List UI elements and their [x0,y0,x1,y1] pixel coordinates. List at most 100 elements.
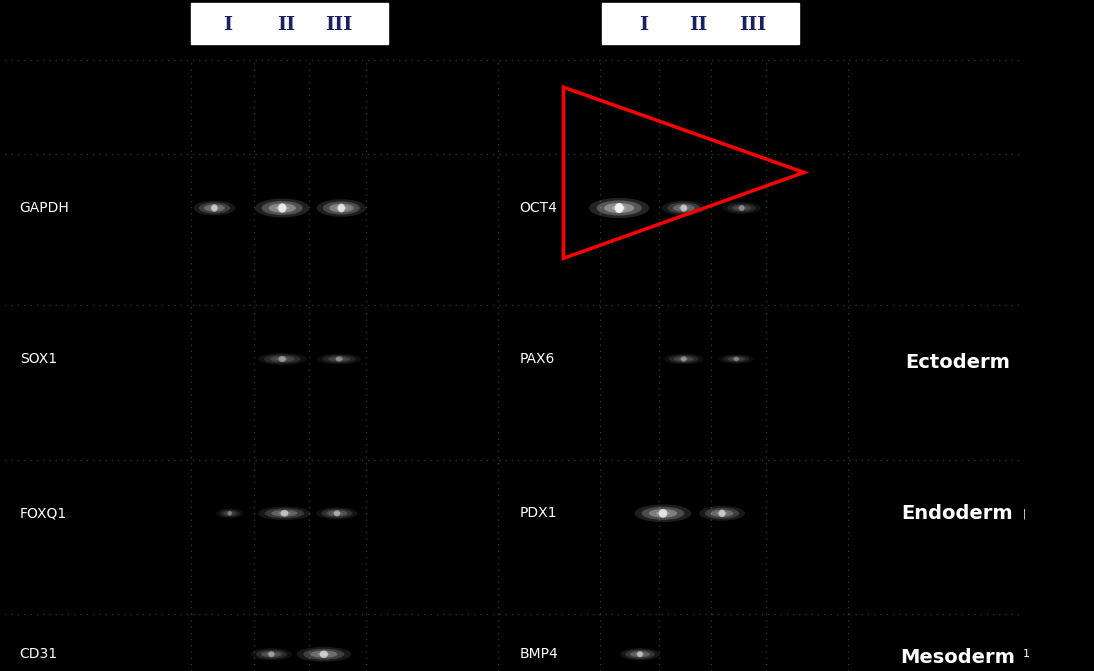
Ellipse shape [659,509,667,518]
Ellipse shape [612,205,627,211]
Text: I: I [639,16,648,34]
Ellipse shape [635,653,645,656]
Text: BMP4: BMP4 [520,648,558,661]
Ellipse shape [334,510,340,517]
Text: Ectoderm: Ectoderm [905,353,1010,372]
Ellipse shape [276,358,289,360]
Ellipse shape [256,650,287,659]
Ellipse shape [626,650,654,659]
FancyBboxPatch shape [602,3,799,44]
Ellipse shape [737,207,746,209]
Ellipse shape [680,356,687,362]
Ellipse shape [251,648,292,660]
Ellipse shape [261,651,282,658]
Ellipse shape [732,205,752,211]
Ellipse shape [719,354,754,364]
Ellipse shape [271,510,298,517]
Text: III: III [325,16,353,34]
Ellipse shape [317,354,361,364]
Ellipse shape [734,356,738,361]
Ellipse shape [270,356,294,362]
Text: GAPDH: GAPDH [20,201,69,215]
Ellipse shape [667,203,700,213]
Ellipse shape [678,358,689,360]
Ellipse shape [331,512,342,515]
Ellipse shape [322,509,352,518]
Ellipse shape [258,507,311,520]
Ellipse shape [261,201,303,215]
Ellipse shape [220,509,240,517]
Ellipse shape [258,353,306,365]
Ellipse shape [711,510,733,517]
Ellipse shape [604,203,635,213]
Ellipse shape [265,509,304,518]
Ellipse shape [336,356,342,362]
Text: 1: 1 [1023,650,1029,659]
Ellipse shape [317,199,365,217]
Ellipse shape [203,205,225,212]
Ellipse shape [673,205,695,212]
Ellipse shape [615,203,624,213]
Ellipse shape [296,647,351,662]
Ellipse shape [323,355,356,363]
Ellipse shape [319,651,328,658]
Text: Mesoderm: Mesoderm [899,648,1015,667]
Ellipse shape [279,356,286,362]
Ellipse shape [211,205,218,212]
Ellipse shape [278,511,291,515]
Ellipse shape [662,201,706,215]
Ellipse shape [705,508,740,519]
Text: CD31: CD31 [20,648,58,661]
Ellipse shape [723,356,749,362]
Text: SOX1: SOX1 [20,352,57,366]
Ellipse shape [728,203,756,213]
Ellipse shape [276,206,289,211]
Ellipse shape [719,510,725,517]
Ellipse shape [328,356,350,362]
Text: PAX6: PAX6 [520,352,555,366]
Ellipse shape [641,507,685,520]
Text: II: II [278,16,295,34]
Ellipse shape [338,204,345,212]
Ellipse shape [664,354,703,364]
Ellipse shape [335,206,348,210]
Ellipse shape [264,354,301,364]
Text: I: I [223,16,232,34]
Ellipse shape [670,355,699,363]
Ellipse shape [303,649,345,660]
Text: II: II [689,16,707,34]
Ellipse shape [630,651,650,658]
Ellipse shape [280,510,289,517]
Ellipse shape [589,198,650,218]
Ellipse shape [228,511,232,516]
Ellipse shape [329,204,353,212]
Ellipse shape [311,651,337,658]
Ellipse shape [327,510,347,517]
Ellipse shape [699,506,745,521]
Ellipse shape [194,201,235,215]
Ellipse shape [678,206,689,210]
Ellipse shape [266,653,277,656]
Ellipse shape [680,205,687,212]
Ellipse shape [226,512,233,515]
Ellipse shape [637,651,643,658]
Ellipse shape [316,507,358,519]
Ellipse shape [278,203,287,213]
Ellipse shape [596,201,642,215]
Ellipse shape [674,356,694,362]
FancyBboxPatch shape [191,3,388,44]
Ellipse shape [722,202,761,214]
Ellipse shape [269,203,295,213]
Ellipse shape [209,206,220,210]
Ellipse shape [317,652,330,656]
Text: PDX1: PDX1 [520,507,557,520]
Text: OCT4: OCT4 [520,201,558,215]
Text: Endoderm: Endoderm [901,504,1013,523]
Ellipse shape [738,205,745,211]
Text: FOXQ1: FOXQ1 [20,507,67,520]
Ellipse shape [223,511,236,516]
Ellipse shape [268,651,275,658]
Text: |: | [1023,508,1026,519]
Text: III: III [738,16,767,34]
Ellipse shape [717,511,728,515]
